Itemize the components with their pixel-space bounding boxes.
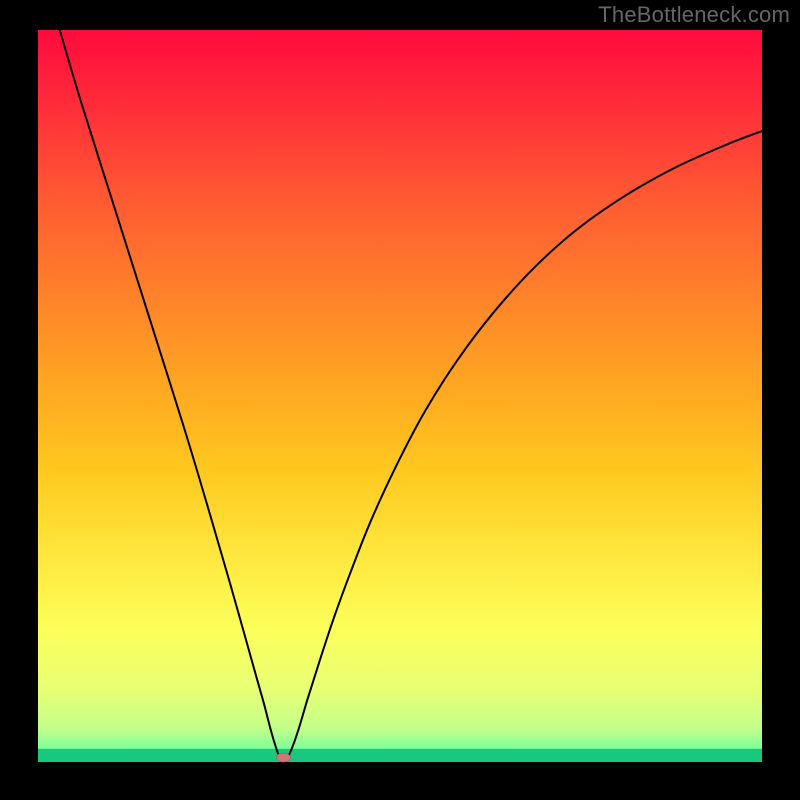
watermark-text: TheBottleneck.com xyxy=(598,2,790,28)
plot-background xyxy=(38,30,762,762)
chart-container: TheBottleneck.com xyxy=(0,0,800,800)
bottom-band xyxy=(38,749,762,762)
optimal-point-marker xyxy=(276,753,290,762)
chart-svg xyxy=(0,0,800,800)
